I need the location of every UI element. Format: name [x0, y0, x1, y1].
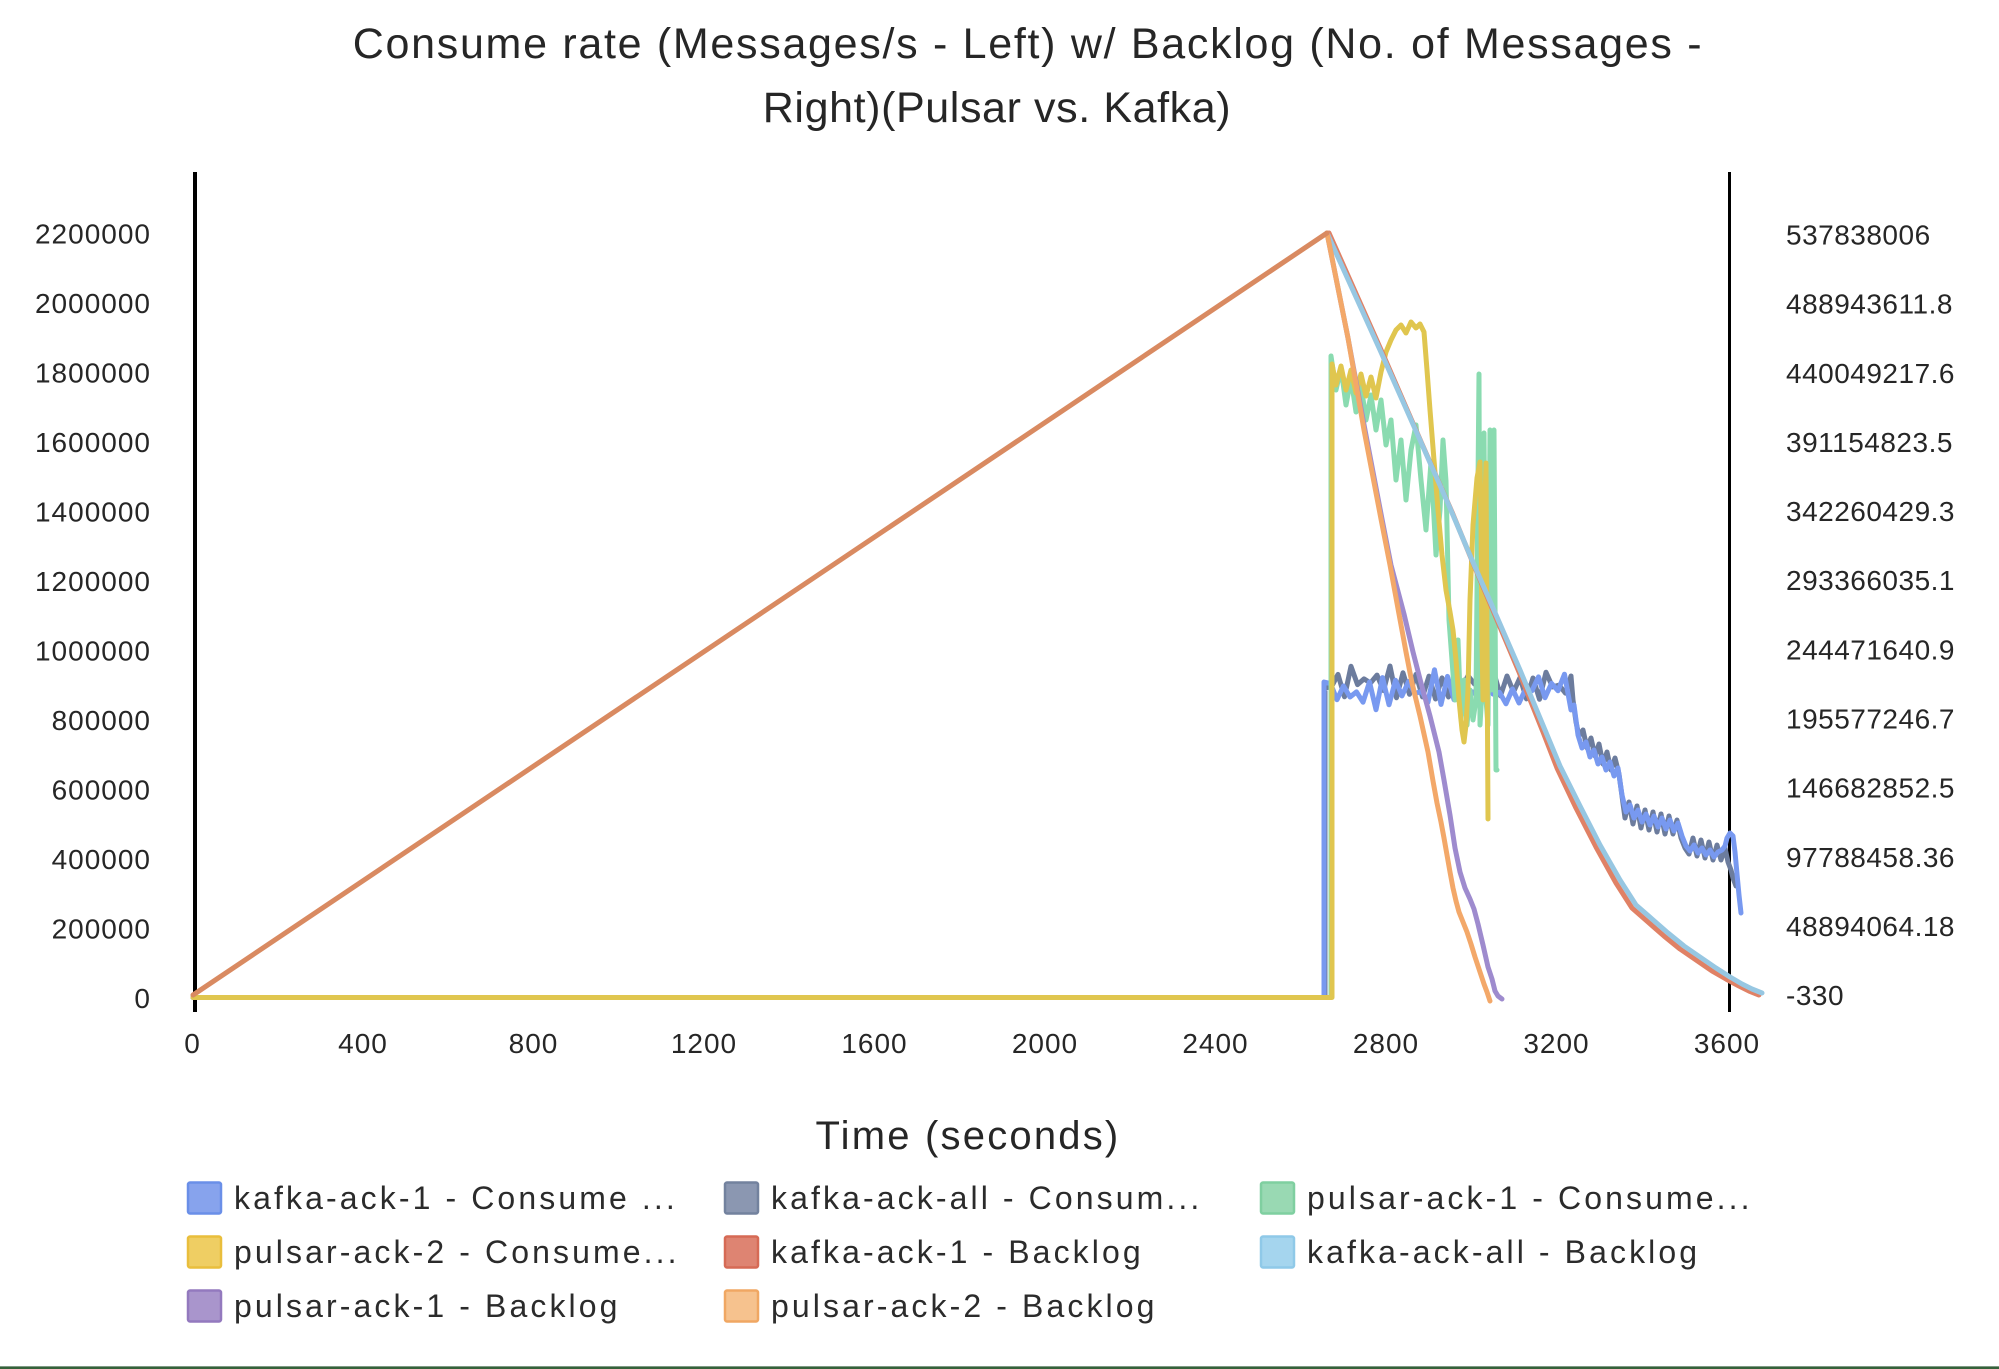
svg-text:3600: 3600 [1694, 1028, 1760, 1059]
svg-text:3200: 3200 [1523, 1028, 1589, 1059]
svg-text:400000: 400000 [52, 844, 151, 875]
svg-text:400: 400 [338, 1028, 388, 1059]
svg-text:2000000: 2000000 [35, 288, 151, 319]
svg-text:600000: 600000 [52, 775, 151, 806]
svg-text:391154823.5: 391154823.5 [1786, 427, 1953, 458]
svg-text:1800000: 1800000 [35, 358, 151, 389]
svg-text:244471640.9: 244471640.9 [1786, 634, 1955, 665]
svg-text:488943611.8: 488943611.8 [1786, 289, 1953, 320]
svg-text:pulsar-ack-1 - Backlog: pulsar-ack-1 - Backlog [234, 1288, 621, 1324]
svg-text:kafka-ack-1 - Consume ...: kafka-ack-1 - Consume ... [234, 1180, 678, 1216]
svg-text:800000: 800000 [52, 705, 151, 736]
svg-text:342260429.3: 342260429.3 [1786, 496, 1955, 527]
svg-text:48894064.18: 48894064.18 [1786, 911, 1955, 942]
svg-text:1600: 1600 [841, 1028, 907, 1059]
svg-text:pulsar-ack-2 - Backlog: pulsar-ack-2 - Backlog [771, 1288, 1158, 1324]
svg-text:2200000: 2200000 [35, 219, 151, 250]
svg-text:537838006: 537838006 [1786, 220, 1931, 251]
svg-text:pulsar-ack-1 - Consume...: pulsar-ack-1 - Consume... [1307, 1180, 1753, 1216]
svg-text:1400000: 1400000 [35, 497, 151, 528]
svg-text:pulsar-ack-2 - Consume...: pulsar-ack-2 - Consume... [234, 1234, 680, 1270]
svg-text:kafka-ack-all - Backlog: kafka-ack-all - Backlog [1307, 1234, 1700, 1270]
svg-text:1000000: 1000000 [35, 636, 151, 667]
svg-text:97788458.36: 97788458.36 [1786, 842, 1955, 873]
svg-text:440049217.6: 440049217.6 [1786, 358, 1955, 389]
svg-text:200000: 200000 [52, 914, 151, 945]
svg-text:195577246.7: 195577246.7 [1786, 703, 1955, 734]
svg-text:-330: -330 [1786, 980, 1844, 1011]
svg-text:146682852.5: 146682852.5 [1786, 773, 1955, 804]
svg-text:kafka-ack-all - Consum...: kafka-ack-all - Consum... [771, 1180, 1202, 1216]
svg-text:293366035.1: 293366035.1 [1786, 565, 1955, 596]
svg-text:0: 0 [184, 1028, 201, 1059]
svg-text:Right)(Pulsar vs. Kafka): Right)(Pulsar vs. Kafka) [763, 84, 1231, 132]
svg-text:kafka-ack-1 - Backlog: kafka-ack-1 - Backlog [771, 1234, 1144, 1270]
svg-text:2400: 2400 [1182, 1028, 1248, 1059]
svg-text:Consume rate (Messages/s - Lef: Consume rate (Messages/s - Left) w/ Back… [353, 20, 1703, 68]
svg-text:2800: 2800 [1353, 1028, 1419, 1059]
svg-text:2000: 2000 [1012, 1028, 1078, 1059]
svg-text:Time (seconds): Time (seconds) [816, 1114, 1121, 1158]
svg-text:800: 800 [509, 1028, 559, 1059]
svg-text:1600000: 1600000 [35, 427, 151, 458]
svg-text:0: 0 [134, 983, 151, 1014]
svg-text:1200000: 1200000 [35, 566, 151, 597]
svg-text:1200: 1200 [671, 1028, 737, 1059]
